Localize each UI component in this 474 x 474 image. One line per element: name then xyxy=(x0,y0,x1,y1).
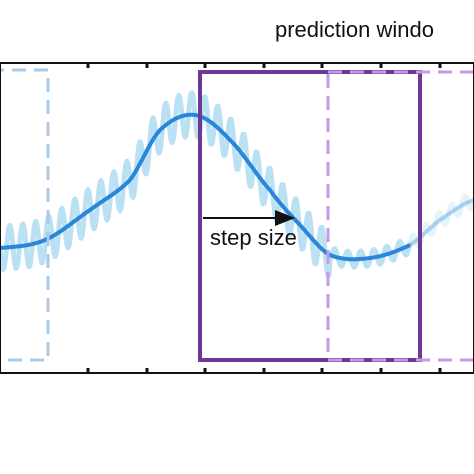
axes-frame xyxy=(0,62,474,374)
input-window xyxy=(198,70,422,362)
title: prediction windo xyxy=(275,17,434,42)
smoothed-signal xyxy=(0,112,411,262)
prediction-window xyxy=(326,70,474,362)
ticks xyxy=(86,63,442,373)
step-size-label: step size xyxy=(210,225,297,250)
past-window xyxy=(0,68,50,362)
raw-signal xyxy=(0,90,413,279)
